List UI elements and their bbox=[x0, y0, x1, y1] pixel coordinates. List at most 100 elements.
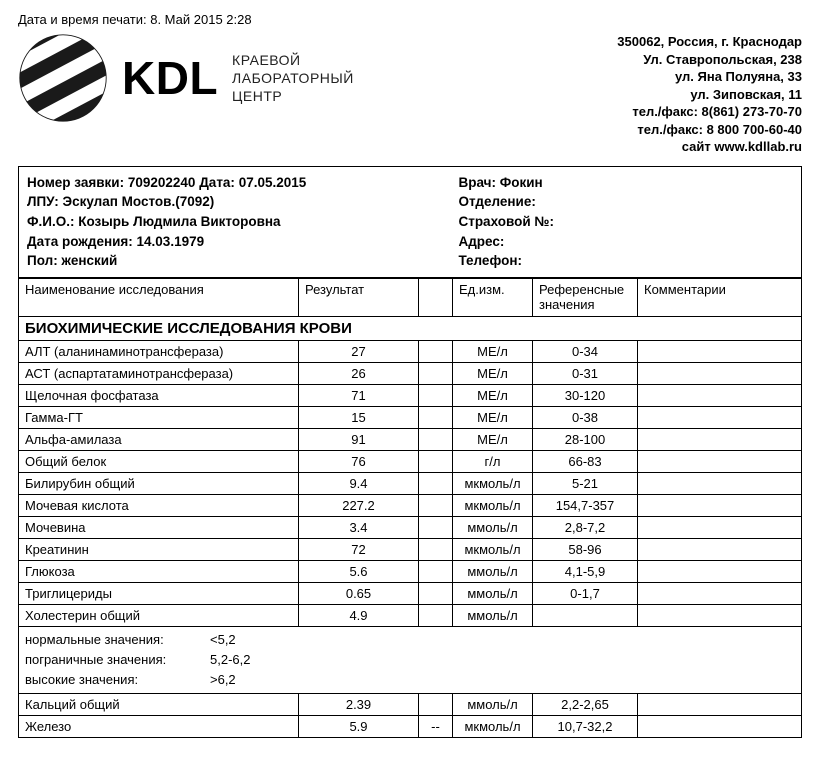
cell-name: Железо bbox=[19, 716, 299, 738]
cell-flag bbox=[419, 494, 453, 516]
dept-line: Отделение: bbox=[458, 192, 793, 212]
cell-unit: МЕ/л bbox=[453, 406, 533, 428]
cell-ref: 28-100 bbox=[533, 428, 638, 450]
cell-unit: ммоль/л bbox=[453, 560, 533, 582]
cell-name: АСТ (аспартатаминотрансфераза) bbox=[19, 362, 299, 384]
cell-name: Мочевина bbox=[19, 516, 299, 538]
legend-row: нормальные значения:<5,2пограничные знач… bbox=[19, 626, 802, 693]
cell-comment bbox=[638, 560, 802, 582]
cell-ref: 0-1,7 bbox=[533, 582, 638, 604]
address-line: тел./факс: 8(861) 273-70-70 bbox=[617, 103, 802, 121]
cell-unit: г/л bbox=[453, 450, 533, 472]
brand-sub-line: ЛАБОРАТОРНЫЙ bbox=[232, 69, 354, 87]
legend-value: >6,2 bbox=[210, 670, 236, 690]
cell-result: 3.4 bbox=[299, 516, 419, 538]
cell-result: 72 bbox=[299, 538, 419, 560]
cell-ref: 66-83 bbox=[533, 450, 638, 472]
tel-line: Телефон: bbox=[458, 251, 793, 271]
brand-subtitle: КРАЕВОЙ ЛАБОРАТОРНЫЙ ЦЕНТР bbox=[232, 51, 354, 106]
col-comment: Комментарии bbox=[638, 278, 802, 316]
cell-unit: МЕ/л bbox=[453, 384, 533, 406]
cell-unit: ммоль/л bbox=[453, 582, 533, 604]
addr-text: Адрес: bbox=[458, 234, 504, 249]
table-row: АСТ (аспартатаминотрансфераза)26МЕ/л0-31 bbox=[19, 362, 802, 384]
legend-cell: нормальные значения:<5,2пограничные знач… bbox=[19, 626, 802, 693]
cell-flag bbox=[419, 406, 453, 428]
cell-unit: ммоль/л bbox=[453, 516, 533, 538]
cell-flag bbox=[419, 384, 453, 406]
cell-comment bbox=[638, 494, 802, 516]
col-name: Наименование исследования bbox=[19, 278, 299, 316]
cell-result: 5.9 bbox=[299, 716, 419, 738]
cell-name: Кальций общий bbox=[19, 694, 299, 716]
cell-flag bbox=[419, 582, 453, 604]
legend-line: нормальные значения:<5,2 bbox=[25, 630, 795, 650]
col-result: Результат bbox=[299, 278, 419, 316]
cell-name: АЛТ (аланинаминотрансфераза) bbox=[19, 340, 299, 362]
address-line: ул. Яна Полуяна, 33 bbox=[617, 68, 802, 86]
cell-ref: 2,2-2,65 bbox=[533, 694, 638, 716]
date-value: 07.05.2015 bbox=[239, 175, 307, 190]
info-right: Врач: Фокин Отделение: Страховой №: Адре… bbox=[428, 173, 793, 271]
cell-result: 15 bbox=[299, 406, 419, 428]
cell-result: 27 bbox=[299, 340, 419, 362]
sex-text: Пол: женский bbox=[27, 253, 117, 268]
cell-result: 26 bbox=[299, 362, 419, 384]
address-line: тел./факс: 8 800 700-60-40 bbox=[617, 121, 802, 139]
table-row: Мочевая кислота227.2мкмоль/л154,7-357 bbox=[19, 494, 802, 516]
cell-name: Гамма-ГТ bbox=[19, 406, 299, 428]
logo-icon bbox=[18, 33, 108, 123]
brand-block: KDL КРАЕВОЙ ЛАБОРАТОРНЫЙ ЦЕНТР bbox=[18, 33, 354, 123]
legend-value: 5,2-6,2 bbox=[210, 650, 250, 670]
cell-ref: 4,1-5,9 bbox=[533, 560, 638, 582]
col-ref: Референсные значения bbox=[533, 278, 638, 316]
addr-line: Адрес: bbox=[458, 232, 793, 252]
cell-ref: 30-120 bbox=[533, 384, 638, 406]
cell-result: 2.39 bbox=[299, 694, 419, 716]
cell-ref: 5-21 bbox=[533, 472, 638, 494]
table-row: Глюкоза5.6ммоль/л4,1-5,9 bbox=[19, 560, 802, 582]
cell-comment bbox=[638, 538, 802, 560]
cell-ref: 0-38 bbox=[533, 406, 638, 428]
dob-text: Дата рождения: 14.03.1979 bbox=[27, 234, 204, 249]
cell-comment bbox=[638, 428, 802, 450]
header: KDL КРАЕВОЙ ЛАБОРАТОРНЫЙ ЦЕНТР 350062, Р… bbox=[18, 33, 802, 156]
brand-title: KDL bbox=[122, 55, 218, 101]
dept-text: Отделение: bbox=[458, 194, 535, 209]
cell-unit: ммоль/л bbox=[453, 604, 533, 626]
cell-ref: 2,8-7,2 bbox=[533, 516, 638, 538]
table-row: Железо5.9--мкмоль/л10,7-32,2 bbox=[19, 716, 802, 738]
table-row: Кальций общий2.39 ммоль/л2,2-2,65 bbox=[19, 694, 802, 716]
order-line: Номер заявки: 709202240 Дата: 07.05.2015 bbox=[27, 173, 428, 193]
legend-label: высокие значения: bbox=[25, 670, 210, 690]
cell-unit: МЕ/л bbox=[453, 340, 533, 362]
cell-comment bbox=[638, 516, 802, 538]
cell-name: Билирубин общий bbox=[19, 472, 299, 494]
cell-name: Щелочная фосфатаза bbox=[19, 384, 299, 406]
address-line: Ул. Ставропольская, 238 bbox=[617, 51, 802, 69]
ins-text: Страховой №: bbox=[458, 214, 554, 229]
table-row: Гамма-ГТ15 МЕ/л0-38 bbox=[19, 406, 802, 428]
cell-unit: ммоль/л bbox=[453, 694, 533, 716]
brand-sub-line: ЦЕНТР bbox=[232, 87, 354, 105]
cell-result: 0.65 bbox=[299, 582, 419, 604]
cell-unit: МЕ/л bbox=[453, 428, 533, 450]
order-label: Номер заявки: bbox=[27, 175, 124, 190]
table-row: АЛТ (аланинаминотрансфераза)27МЕ/л0-34 bbox=[19, 340, 802, 362]
cell-flag bbox=[419, 538, 453, 560]
lpu-line: ЛПУ: Эскулап Мостов.(7092) bbox=[27, 192, 428, 212]
cell-flag bbox=[419, 472, 453, 494]
cell-unit: мкмоль/л bbox=[453, 494, 533, 516]
cell-unit: мкмоль/л bbox=[453, 472, 533, 494]
legend-label: пограничные значения: bbox=[25, 650, 210, 670]
cell-flag bbox=[419, 362, 453, 384]
cell-comment bbox=[638, 384, 802, 406]
cell-name: Глюкоза bbox=[19, 560, 299, 582]
col-unit: Ед.изм. bbox=[453, 278, 533, 316]
section-row: БИОХИМИЧЕСКИЕ ИССЛЕДОВАНИЯ КРОВИ bbox=[19, 316, 802, 340]
cell-flag: -- bbox=[419, 716, 453, 738]
cell-comment bbox=[638, 604, 802, 626]
table-body: БИОХИМИЧЕСКИЕ ИССЛЕДОВАНИЯ КРОВИАЛТ (ала… bbox=[19, 316, 802, 737]
cell-comment bbox=[638, 582, 802, 604]
cell-comment bbox=[638, 450, 802, 472]
